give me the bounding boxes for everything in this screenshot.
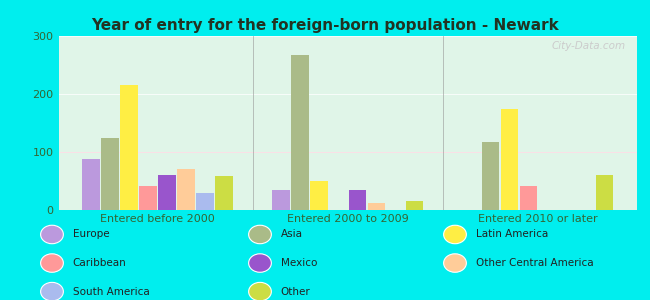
Text: Mexico: Mexico bbox=[281, 258, 317, 268]
Text: South America: South America bbox=[73, 286, 150, 297]
Bar bbox=[348, 190, 366, 210]
Bar bbox=[101, 137, 119, 210]
Bar bbox=[406, 201, 423, 210]
Bar bbox=[139, 186, 157, 210]
Text: Other: Other bbox=[281, 286, 311, 297]
Ellipse shape bbox=[40, 225, 64, 244]
Bar bbox=[367, 203, 385, 210]
Text: Europe: Europe bbox=[73, 230, 109, 239]
Bar bbox=[177, 169, 195, 210]
Bar bbox=[120, 85, 138, 210]
Bar bbox=[311, 181, 328, 210]
Ellipse shape bbox=[443, 254, 467, 272]
Text: City-Data.com: City-Data.com bbox=[551, 41, 625, 51]
Text: Asia: Asia bbox=[281, 230, 303, 239]
Ellipse shape bbox=[40, 282, 64, 300]
Ellipse shape bbox=[443, 225, 467, 244]
Text: Latin America: Latin America bbox=[476, 230, 548, 239]
Bar bbox=[482, 142, 499, 210]
Ellipse shape bbox=[248, 282, 272, 300]
Ellipse shape bbox=[248, 225, 272, 244]
Bar bbox=[500, 109, 518, 210]
Bar bbox=[520, 186, 538, 210]
Ellipse shape bbox=[40, 254, 64, 272]
Bar bbox=[596, 175, 614, 210]
Ellipse shape bbox=[248, 254, 272, 272]
Text: Year of entry for the foreign-born population - Newark: Year of entry for the foreign-born popul… bbox=[91, 18, 559, 33]
Bar bbox=[158, 175, 176, 210]
Bar bbox=[291, 55, 309, 210]
Text: Other Central America: Other Central America bbox=[476, 258, 593, 268]
Text: Caribbean: Caribbean bbox=[73, 258, 127, 268]
Bar bbox=[272, 190, 290, 210]
Bar bbox=[82, 159, 99, 210]
Bar bbox=[196, 193, 214, 210]
Bar bbox=[215, 176, 233, 210]
